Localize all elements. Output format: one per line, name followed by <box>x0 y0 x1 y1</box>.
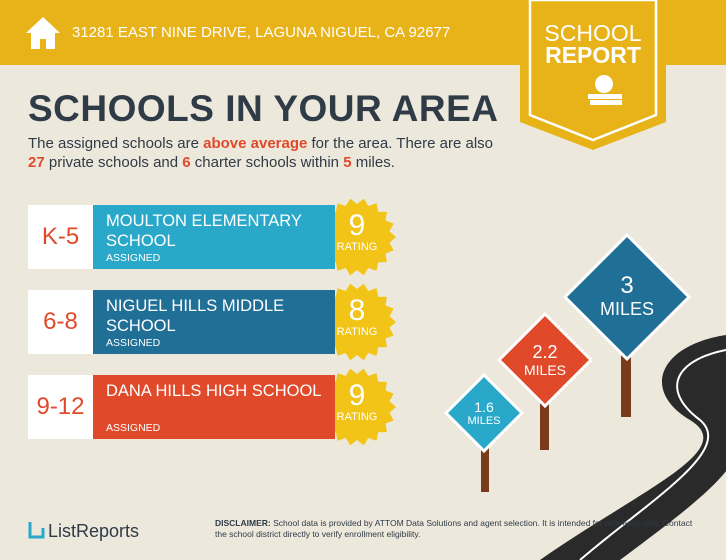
sign-unit: MILES <box>523 362 566 378</box>
post <box>540 395 549 450</box>
school-name: DANA HILLS HIGH SCHOOL <box>106 382 322 400</box>
intro-highlight: above average <box>203 135 308 152</box>
intro-highlight: 6 <box>182 154 191 171</box>
intro: The assigned schools are above average f… <box>28 134 508 172</box>
school-bar: NIGUEL HILLS MIDDLE SCHOOL ASSIGNED <box>93 290 335 354</box>
badge <box>520 0 666 150</box>
rating-badge <box>318 198 396 276</box>
logo-icon <box>28 522 45 539</box>
school-status: ASSIGNED <box>106 252 161 264</box>
school-status: ASSIGNED <box>106 422 161 434</box>
title: SCHOOLS IN YOUR AREA <box>28 88 499 129</box>
disclaimer: DISCLAIMER: School data is provided by A… <box>215 518 705 540</box>
book-icon <box>588 94 622 99</box>
disclaimer-text: School data is provided by ATTOM Data So… <box>215 518 693 539</box>
apple-icon <box>595 75 613 93</box>
sign-text: 2.2 MILES <box>505 342 585 378</box>
sign <box>443 372 525 454</box>
intro-highlight: 5 <box>343 154 352 171</box>
school-name: NIGUEL HILLS MIDDLE SCHOOL <box>106 297 285 335</box>
grade: K-5 <box>28 205 93 269</box>
road <box>540 335 726 560</box>
intro-text: charter schools within <box>190 154 344 171</box>
intro-text: The assigned schools are <box>28 135 204 152</box>
rating: 9 RATING <box>319 379 395 424</box>
sign-text: 3 MILES <box>587 273 667 320</box>
school-bar: MOULTON ELEMENTARY SCHOOL ASSIGNED <box>93 205 335 269</box>
rating-badge <box>318 368 396 446</box>
rating-value: 9 <box>348 379 366 412</box>
intro-highlight: 27 <box>28 154 45 171</box>
book-icon <box>590 100 622 105</box>
address: 31281 EAST NINE DRIVE, LAGUNA NIGUEL, CA… <box>72 24 451 41</box>
sign <box>562 232 692 362</box>
rating: 9 RATING <box>319 209 395 254</box>
sign-distance: 1.6 <box>474 399 494 415</box>
grade: 9-12 <box>28 375 93 439</box>
sign <box>496 311 594 409</box>
school-name: MOULTON ELEMENTARY SCHOOL <box>106 212 302 250</box>
badge-text: SCHOOL REPORT <box>530 20 656 68</box>
badge-line: REPORT <box>545 42 641 68</box>
disclaimer-label: DISCLAIMER: <box>215 518 271 528</box>
grade: 6-8 <box>28 290 93 354</box>
school-status: ASSIGNED <box>106 337 161 349</box>
logo: ListReports <box>48 521 140 541</box>
school-bar: DANA HILLS HIGH SCHOOL ASSIGNED <box>93 375 335 439</box>
sign-distance: 2.2 <box>532 342 558 362</box>
post <box>621 345 631 417</box>
rating-label: RATING <box>336 241 378 253</box>
rating-label: RATING <box>336 326 378 338</box>
badge-border <box>528 0 658 142</box>
sign-unit: MILES <box>599 299 655 319</box>
sign-distance: 3 <box>620 272 634 299</box>
intro-text: for the area. There are also <box>307 135 494 152</box>
intro-text: miles. <box>351 154 395 171</box>
post <box>481 440 489 492</box>
road-line <box>579 349 726 560</box>
rating-label: RATING <box>336 411 378 423</box>
rating-badge <box>318 283 396 361</box>
rating-value: 9 <box>348 209 366 242</box>
sign-unit: MILES <box>467 415 501 427</box>
intro-text: private schools and <box>44 154 183 171</box>
home-icon <box>26 17 60 49</box>
rating: 8 RATING <box>319 294 395 339</box>
sign-text: 1.6 MILES <box>444 399 524 427</box>
badge-line: SCHOOL <box>544 20 642 46</box>
rating-value: 8 <box>348 294 366 327</box>
